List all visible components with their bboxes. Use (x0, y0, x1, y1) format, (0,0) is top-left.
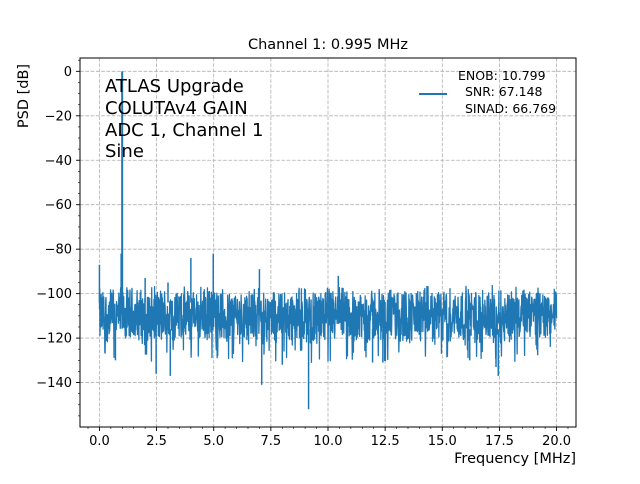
annotation-line: ATLAS Upgrade (105, 76, 244, 97)
grid (80, 58, 576, 427)
y-tick-label: −80 (45, 243, 72, 258)
series-layer (98, 71, 558, 410)
annotation-line: Sine (105, 141, 144, 162)
x-tick-label: 20.0 (542, 434, 571, 449)
x-axis-label: Frequency [MHz] (454, 451, 576, 467)
x-ticks: 0.0 2.5 5.0 7.5 10.0 12.5 15.0 17.5 20.0 (87, 427, 571, 449)
x-tick-label: 15.0 (428, 434, 457, 449)
y-tick-label: −20 (45, 109, 72, 124)
y-ticks: 0 −20 −40 −60 −80 −100 −120 −140 (36, 59, 80, 417)
legend-line-sinad: SINAD: 66.769 (465, 101, 556, 116)
legend-line-enob: ENOB: 10.799 (458, 68, 546, 83)
annotation-line: ADC 1, Channel 1 (105, 120, 263, 141)
x-tick-label: 5.0 (203, 434, 224, 449)
y-tick-label: −60 (45, 198, 72, 213)
legend: ENOB: 10.799 SNR: 67.148 SINAD: 66.769 (419, 68, 556, 116)
y-tick-label: −120 (36, 332, 72, 347)
legend-line-snr: SNR: 67.148 (465, 84, 543, 99)
y-tick-label: −140 (36, 376, 72, 391)
annotation-text: ATLAS Upgrade COLUTAv4 GAIN ADC 1, Chann… (105, 76, 263, 162)
x-tick-label: 12.5 (371, 434, 400, 449)
x-tick-label: 2.5 (146, 434, 167, 449)
x-tick-label: 17.5 (485, 434, 514, 449)
chart-title: Channel 1: 0.995 MHz (248, 37, 408, 53)
y-tick-label: −100 (36, 287, 72, 302)
y-axis-label: PSD [dB] (16, 64, 32, 128)
psd-series-trace (98, 284, 558, 364)
x-tick-label: 7.5 (261, 434, 282, 449)
x-tick-label: 0.0 (89, 434, 110, 449)
x-tick-label: 10.0 (314, 434, 343, 449)
annotation-line: COLUTAv4 GAIN (105, 98, 248, 119)
y-tick-label: 0 (64, 65, 72, 80)
y-tick-label: −40 (45, 154, 72, 169)
